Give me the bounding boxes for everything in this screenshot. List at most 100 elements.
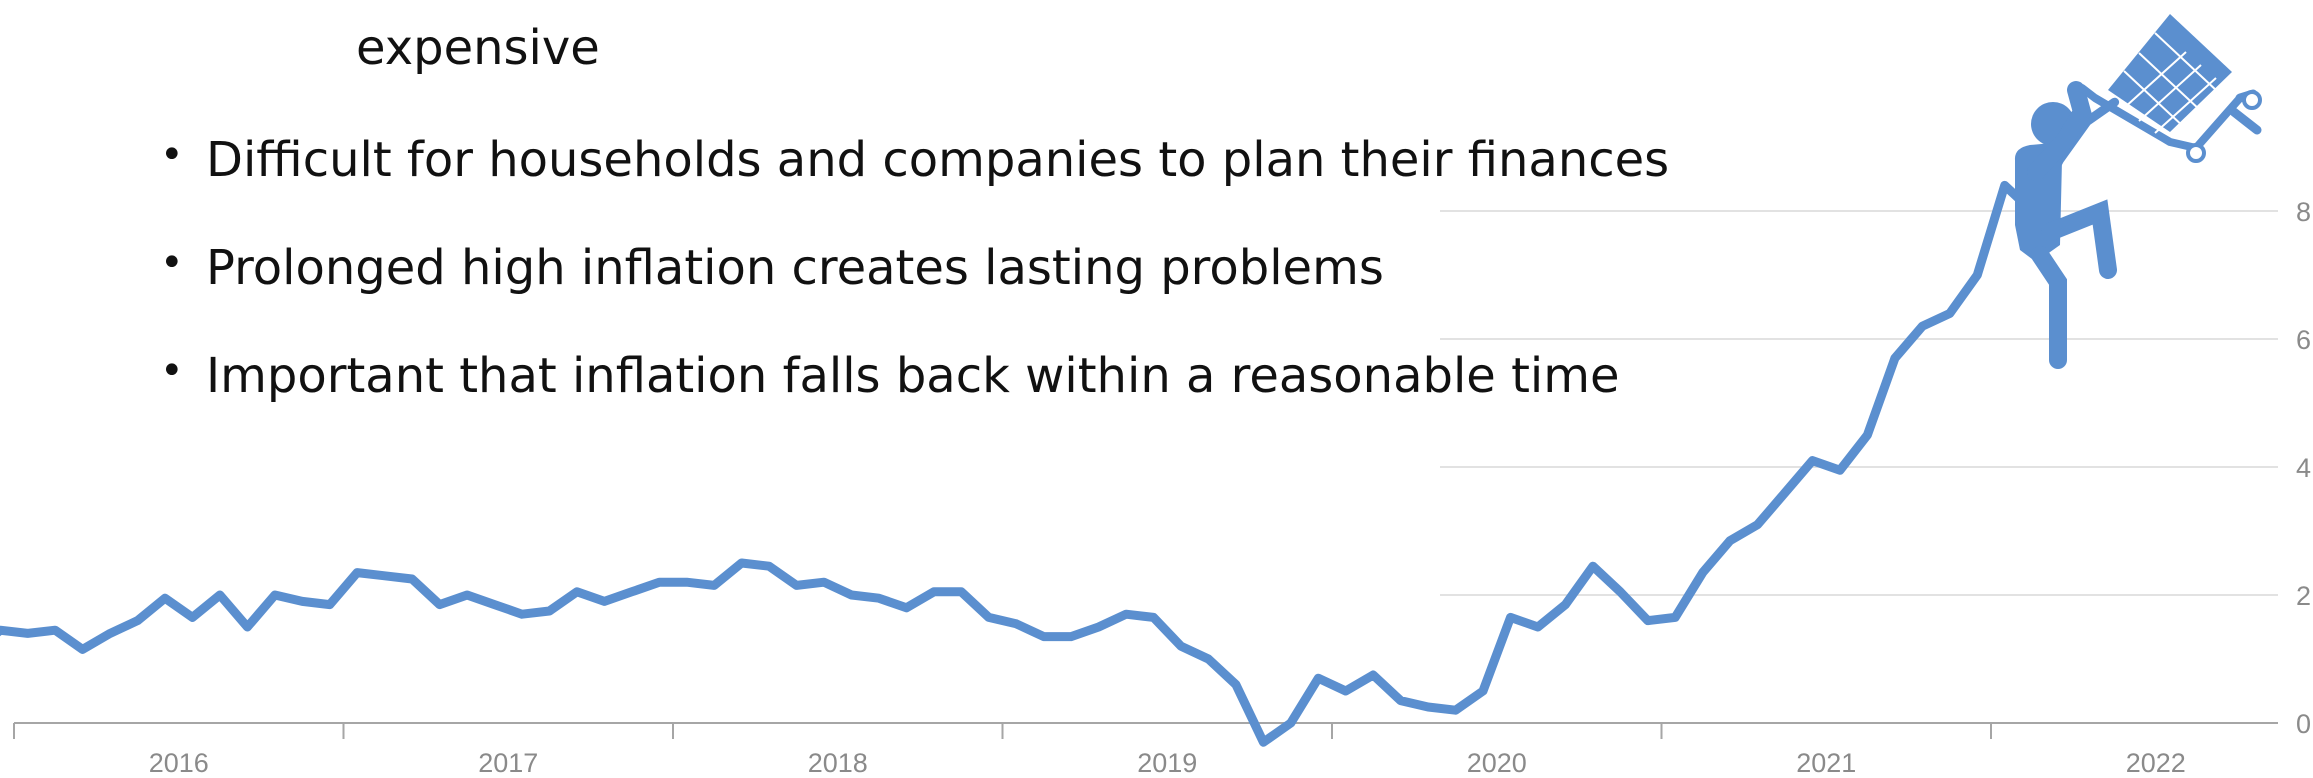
cart-wheel-icon	[2242, 90, 2262, 110]
data-point	[713, 584, 715, 586]
data-point	[27, 632, 29, 634]
chart-x-axis	[13, 722, 2278, 739]
y-tick-label: 4	[2296, 453, 2311, 483]
data-point	[219, 594, 221, 596]
data-point	[2004, 184, 2006, 186]
data-point	[576, 591, 578, 593]
data-point	[686, 581, 688, 583]
continued-text-line: expensive	[356, 20, 600, 76]
data-point	[1455, 709, 1457, 711]
data-point	[631, 591, 633, 593]
data-point	[1070, 636, 1072, 638]
data-point	[1290, 722, 1292, 724]
data-point	[960, 591, 962, 593]
data-point	[823, 581, 825, 583]
chart-y-tick-labels: 0 2 4 6 8	[2296, 197, 2311, 739]
data-point	[1043, 636, 1045, 638]
data-point	[905, 607, 907, 609]
data-point	[1894, 357, 1896, 359]
data-point	[658, 581, 660, 583]
chart-series	[0, 97, 2120, 747]
data-point	[796, 584, 798, 586]
x-tick-label: 2016	[149, 748, 209, 778]
data-point	[384, 575, 386, 577]
data-point	[1592, 565, 1594, 567]
data-point	[1729, 540, 1731, 542]
y-tick-label: 8	[2296, 197, 2311, 227]
data-point	[1262, 741, 1264, 743]
data-point	[1427, 706, 1429, 708]
bullet-dot: •	[160, 132, 184, 178]
data-point	[1125, 613, 1127, 615]
data-point	[1647, 620, 1649, 622]
x-tick-label: 2017	[478, 748, 538, 778]
cart-grid-lines-icon	[2123, 32, 2218, 134]
data-point	[1674, 616, 1676, 618]
data-point	[521, 613, 523, 615]
x-tick-label: 2018	[808, 748, 868, 778]
data-point	[274, 594, 276, 596]
data-point	[1976, 274, 1978, 276]
person-pushing-shopping-cart-uphill-icon	[2014, 14, 2262, 369]
data-point	[301, 600, 303, 602]
person-arm-icon	[2027, 81, 2092, 181]
bullet-text-3: Important that inflation falls back with…	[206, 348, 1620, 404]
data-point	[1812, 460, 1813, 462]
data-point	[1921, 325, 1923, 327]
series-line	[0, 97, 2120, 747]
data-point	[1400, 700, 1402, 702]
data-point	[109, 632, 111, 634]
data-point	[329, 604, 331, 606]
data-point	[1537, 626, 1539, 628]
data-point	[878, 597, 880, 599]
data-point	[1235, 684, 1237, 686]
data-point	[1372, 674, 1374, 676]
data-point	[356, 572, 358, 574]
y-tick-label: 2	[2296, 581, 2311, 611]
x-tick-label: 2021	[1796, 748, 1856, 778]
data-point	[1839, 469, 1841, 471]
data-point	[851, 594, 852, 596]
data-point	[548, 610, 550, 612]
data-point	[1784, 492, 1786, 494]
chart-gridlines	[1440, 210, 2278, 596]
data-point	[1015, 623, 1017, 625]
data-point	[246, 626, 248, 628]
data-point	[988, 616, 990, 618]
person-front-leg-icon	[2041, 199, 2117, 279]
cart-frame-icon	[2078, 84, 2244, 152]
x-tick-label: 2020	[1467, 748, 1527, 778]
data-point	[466, 594, 468, 596]
data-point	[1866, 434, 1868, 436]
data-point	[603, 600, 605, 602]
data-point	[933, 591, 935, 593]
data-point	[494, 604, 495, 606]
bullet-dot: •	[160, 240, 184, 286]
y-tick-label: 0	[2296, 709, 2311, 739]
data-point	[2114, 101, 2116, 103]
data-point	[768, 565, 770, 567]
data-point	[1619, 591, 1621, 593]
data-point	[192, 616, 193, 618]
bullet-text-2: Prolonged high inflation creates lasting…	[206, 240, 1384, 296]
data-point	[137, 620, 139, 622]
data-point	[741, 562, 743, 564]
person-back-leg-icon	[2031, 246, 2067, 369]
bullet-text-1: Difficult for households and companies t…	[206, 132, 1670, 188]
data-point	[1757, 524, 1759, 526]
data-point	[164, 597, 166, 599]
data-point	[1153, 616, 1154, 618]
data-point	[1098, 626, 1100, 628]
data-point	[1345, 690, 1347, 692]
data-point	[0, 629, 1, 631]
data-point	[1317, 677, 1319, 679]
x-tick-label: 2022	[2126, 748, 2186, 778]
data-point	[1510, 616, 1511, 618]
data-point	[439, 604, 441, 606]
cart-basket-icon	[2108, 14, 2232, 132]
data-point	[54, 629, 56, 631]
y-tick-label: 6	[2296, 325, 2311, 355]
cart-wheel-icon	[2186, 143, 2206, 163]
data-point	[1207, 658, 1209, 660]
